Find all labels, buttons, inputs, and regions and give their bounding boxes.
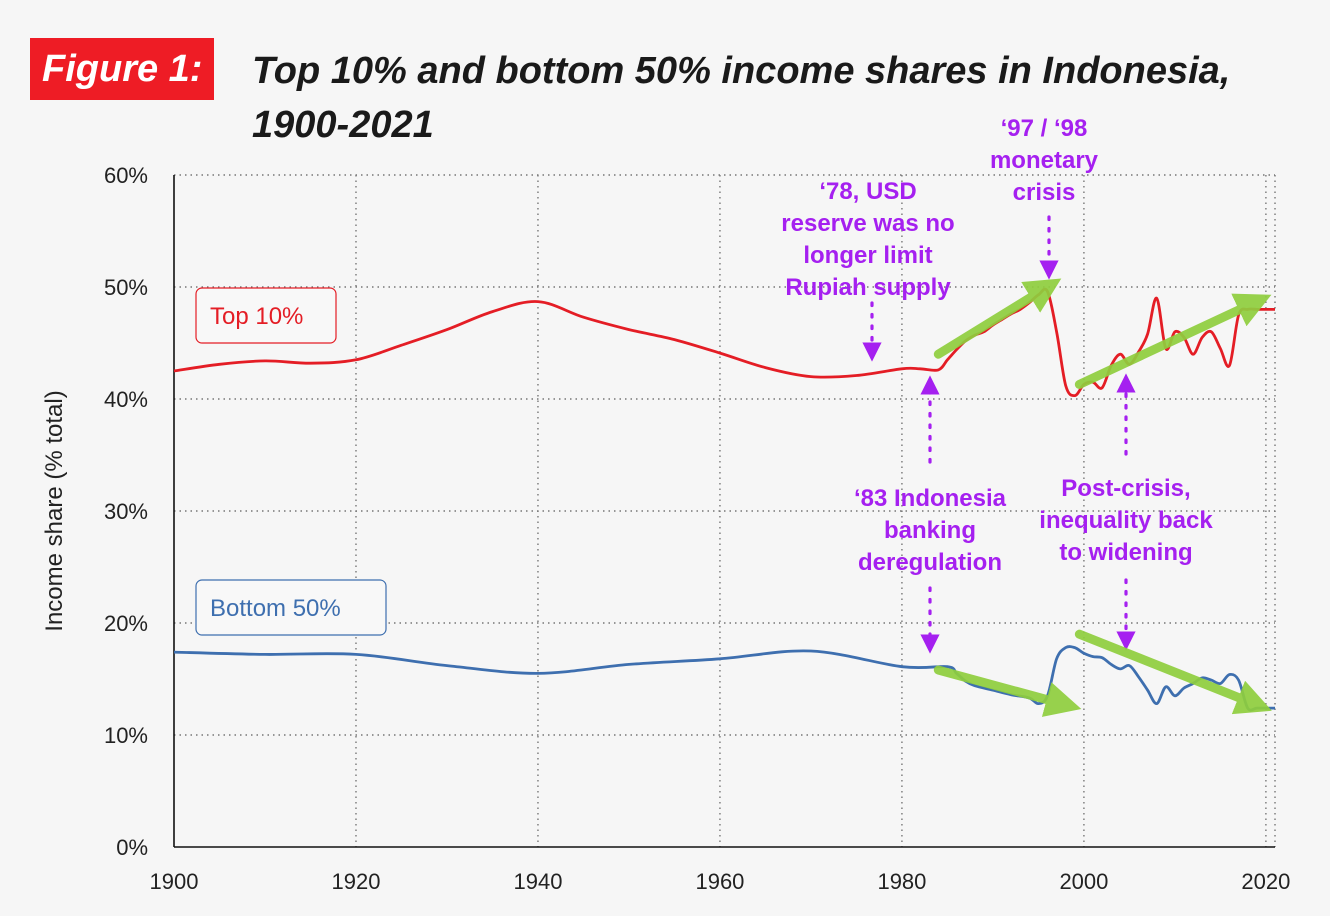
series-line-bottom50 xyxy=(173,645,1275,712)
x-tick-label: 1940 xyxy=(513,869,562,894)
axes: 0% 10% 20% 30% 40% 50% 60% 1900 1920 1940 1960 1980… xyxy=(41,163,1290,894)
annotation-text: deregulation xyxy=(858,549,1002,576)
legend-label: Bottom 50% xyxy=(210,595,341,622)
x-tick-label: 2020 xyxy=(1241,869,1290,894)
y-tick-label: 0% xyxy=(116,835,148,860)
trend-arrows xyxy=(933,278,1272,717)
annotation-text: ‘97 / ‘98 xyxy=(1001,115,1088,142)
y-tick-label: 10% xyxy=(104,723,148,748)
x-tick-label: 1960 xyxy=(695,869,744,894)
legend-box xyxy=(195,287,337,344)
y-tick-label: 50% xyxy=(104,275,148,300)
annotation-text: monetary xyxy=(990,147,1099,174)
x-tick-label: 1980 xyxy=(877,869,926,894)
annotation-text: Rupiah supply xyxy=(785,274,951,301)
annotation-text: banking xyxy=(884,517,976,544)
gridlines xyxy=(174,174,1276,847)
trend-arrow xyxy=(1074,629,1272,715)
chart-title-line-1: Top 10% and bottom 50% income shares in … xyxy=(252,50,1231,92)
x-tick-label: 1900 xyxy=(150,869,199,894)
trend-arrow xyxy=(933,665,1082,717)
chart-title: Top 10% and bottom 50% income shares in … xyxy=(252,44,1302,152)
y-tick-label: 20% xyxy=(104,611,148,636)
y-axis-label: Income share (% total) xyxy=(41,390,68,631)
trend-arrow xyxy=(1074,293,1272,389)
figure-badge: Figure 1: xyxy=(30,38,215,100)
annotation-text: inequality back xyxy=(1039,507,1213,534)
annotation-text: ‘78, USD xyxy=(819,178,916,205)
trend-arrow xyxy=(933,278,1062,359)
legend-label: Top 10% xyxy=(210,303,303,330)
chart-title-line-2: 1900-2021 xyxy=(252,104,434,146)
x-tick-label: 2000 xyxy=(1059,869,1108,894)
legend: Top 10% Bottom 50% xyxy=(195,287,387,636)
y-tick-label: 30% xyxy=(104,499,148,524)
annotation-text: reserve was no xyxy=(781,210,954,237)
annotations: ‘78, USD reserve was no longer limit Rupiah… xyxy=(781,115,1213,654)
legend-box xyxy=(195,579,387,636)
annotation-text: crisis xyxy=(1013,179,1076,206)
annotation-text: to widening xyxy=(1059,539,1192,566)
annotation-text: ‘83 Indonesia xyxy=(854,485,1007,512)
x-tick-label: 1920 xyxy=(332,869,381,894)
annotation-text: longer limit xyxy=(803,242,932,269)
annotation-text: Post-crisis, xyxy=(1061,475,1190,502)
series-line-top10 xyxy=(173,287,1275,398)
y-tick-label: 60% xyxy=(104,163,148,188)
y-tick-label: 40% xyxy=(104,387,148,412)
